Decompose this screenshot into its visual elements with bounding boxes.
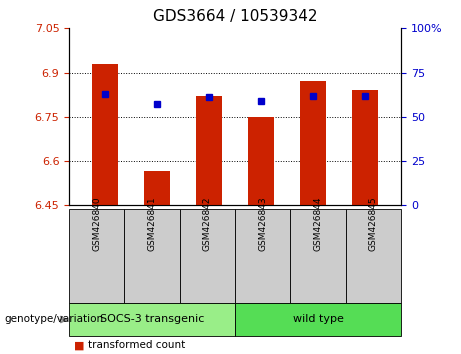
Text: GSM426845: GSM426845 [369,196,378,251]
Text: genotype/variation: genotype/variation [5,314,104,325]
Text: SOCS-3 transgenic: SOCS-3 transgenic [100,314,204,325]
Text: transformed count: transformed count [88,340,185,350]
Text: GSM426840: GSM426840 [92,196,101,251]
Text: GSM426842: GSM426842 [203,196,212,251]
Text: wild type: wild type [293,314,343,325]
Bar [352,90,378,205]
Bar [248,117,274,205]
Bar [93,64,118,205]
Text: GSM426843: GSM426843 [258,196,267,251]
Bar [144,171,170,205]
Bar [196,96,222,205]
Text: ■: ■ [74,340,84,350]
Title: GDS3664 / 10539342: GDS3664 / 10539342 [153,9,317,24]
Text: GSM426841: GSM426841 [148,196,157,251]
Bar [300,81,326,205]
Text: GSM426844: GSM426844 [313,196,323,251]
